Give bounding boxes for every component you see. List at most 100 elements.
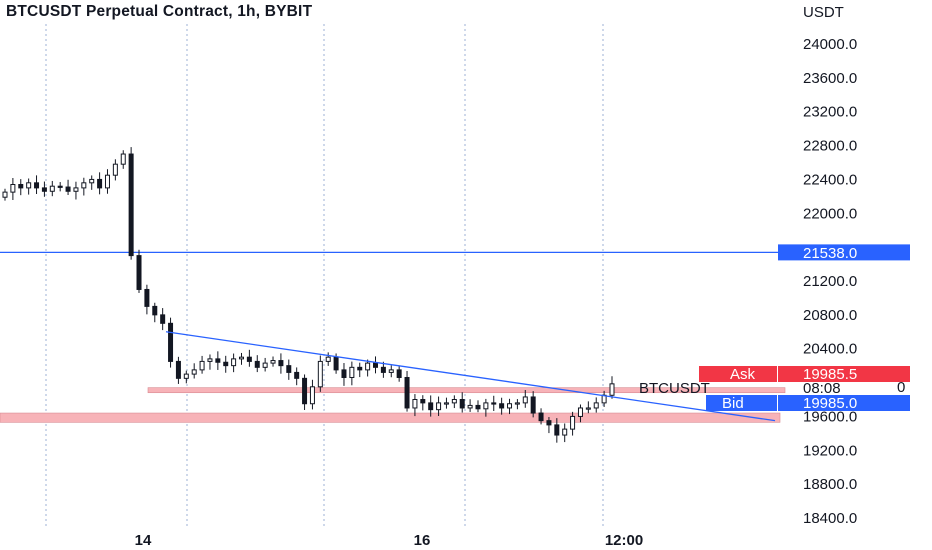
- candlestick: [428, 395, 434, 417]
- candlestick: [412, 394, 418, 417]
- candle-body: [286, 365, 292, 373]
- candlestick: [191, 363, 197, 379]
- candlestick: [562, 423, 568, 443]
- candlestick: [514, 399, 520, 410]
- candlestick: [302, 374, 308, 410]
- trendline[interactable]: [165, 331, 776, 422]
- price-tags: 21538.0 Ask 19985.5 BTCUSDT 08:08 0 Bid 19985.0: [639, 244, 910, 412]
- candle-body: [577, 407, 583, 417]
- candle-body: [18, 184, 24, 189]
- candlestick: [475, 400, 481, 413]
- candle-body: [270, 360, 276, 364]
- bid-tag: [706, 395, 777, 411]
- price-tick-label: 23200.0: [803, 104, 857, 121]
- candlestick: [238, 352, 244, 365]
- price-tick-label: 22800.0: [803, 138, 857, 155]
- candle-body: [570, 415, 576, 430]
- candle-body: [152, 305, 158, 316]
- candle-body: [459, 399, 465, 409]
- candle-body: [231, 358, 237, 367]
- candle-body: [325, 356, 331, 362]
- candlestick: [349, 361, 355, 386]
- candlestick: [128, 147, 134, 260]
- candle-body: [593, 402, 599, 409]
- candlestick: [609, 376, 615, 399]
- price-tick-label: 22400.0: [803, 171, 857, 188]
- candlestick: [443, 397, 449, 409]
- candlestick: [491, 395, 497, 412]
- chart-title: BTCUSDT Perpetual Contract, 1h, BYBIT: [6, 3, 313, 20]
- candle-body: [223, 361, 229, 367]
- candle-body: [49, 185, 55, 192]
- candlestick: [207, 354, 213, 370]
- candle-body: [562, 428, 568, 436]
- candle-body: [302, 377, 308, 405]
- price-tick-label: 21200.0: [803, 273, 857, 290]
- candle-body: [294, 371, 300, 379]
- candlestick: [499, 397, 505, 415]
- candlestick: [34, 175, 40, 194]
- candlestick: [57, 182, 63, 192]
- candlestick: [570, 411, 576, 436]
- candle-body: [144, 288, 150, 307]
- candle-body: [522, 396, 528, 404]
- candle-body: [491, 402, 497, 405]
- candlestick: [420, 395, 426, 411]
- candlestick: [49, 180, 55, 197]
- candlestick: [522, 390, 528, 408]
- price-tick-label: 22000.0: [803, 205, 857, 222]
- candlestick: [278, 353, 284, 374]
- candlestick: [365, 359, 371, 377]
- candle-body: [428, 402, 434, 411]
- candle-body: [514, 402, 520, 405]
- candle-body: [538, 412, 544, 422]
- candlestick: [104, 169, 110, 194]
- candlestick: [183, 370, 189, 384]
- candlestick: [546, 417, 552, 434]
- candlestick: [215, 351, 221, 370]
- ask-tag: [699, 366, 777, 382]
- candle-body: [373, 362, 379, 368]
- candle-body: [507, 403, 513, 409]
- candle-body: [546, 420, 552, 426]
- candle-body: [341, 369, 347, 378]
- candle-body: [10, 184, 16, 193]
- grid-lines: [45, 24, 604, 527]
- candle-body: [404, 376, 410, 409]
- candlestick: [357, 362, 363, 378]
- candle-body: [41, 187, 47, 192]
- bid-label: Bid: [722, 395, 744, 412]
- ask-price: 19985.5: [803, 366, 857, 383]
- candlesticks: [2, 147, 615, 443]
- price-tick-label: 19200.0: [803, 442, 857, 459]
- countdown-label: 08:08: [803, 380, 841, 397]
- candle-body: [554, 424, 560, 436]
- candle-body: [207, 358, 213, 362]
- time-axis: 14 16 12:00: [135, 532, 644, 549]
- price-tick-label: 18800.0: [803, 476, 857, 493]
- time-tick-label: 12:00: [605, 532, 643, 549]
- candle-body: [317, 360, 323, 388]
- candle-body: [160, 314, 166, 324]
- candlestick: [10, 177, 16, 200]
- candle-body: [262, 362, 268, 368]
- candle-body: [530, 396, 536, 414]
- candlestick: [538, 408, 544, 425]
- candle-body: [609, 383, 615, 396]
- candlestick: [231, 353, 237, 373]
- candle-body: [380, 366, 386, 373]
- candlestick: [120, 150, 126, 169]
- candlestick: [175, 356, 181, 384]
- price-tick-label: 20800.0: [803, 307, 857, 324]
- candlestick: [2, 188, 8, 201]
- candlestick: [97, 172, 103, 195]
- candlestick: [144, 284, 150, 315]
- candle-body: [73, 187, 79, 192]
- candle-body: [215, 358, 221, 363]
- candle-body: [128, 153, 134, 257]
- candlestick: [89, 175, 95, 190]
- candle-body: [365, 362, 371, 371]
- candlestick: [436, 396, 442, 417]
- support-zone: [147, 387, 786, 394]
